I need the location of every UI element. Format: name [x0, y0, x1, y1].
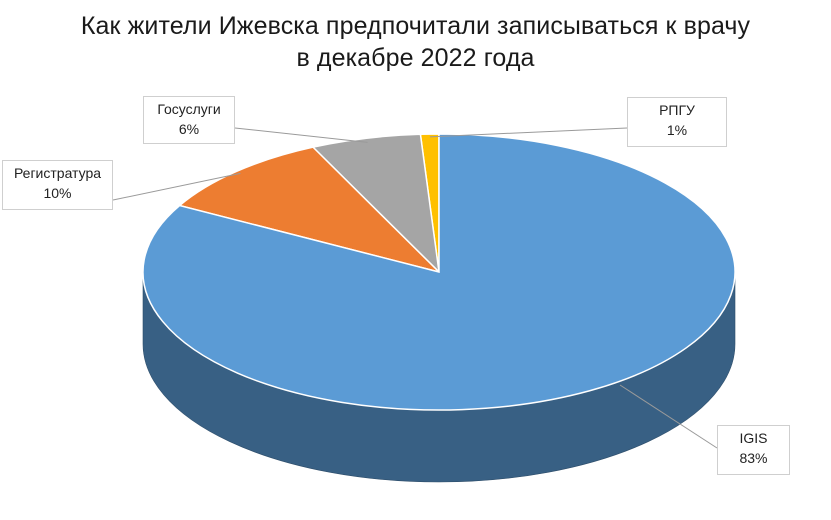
label-rpgu-name: РПГУ	[659, 102, 695, 118]
leader-line-3	[429, 127, 628, 138]
chart-title: Как жители Ижевска предпочитали записыва…	[80, 12, 751, 40]
label-gosuslugi-value: 6%	[178, 121, 200, 137]
leader-lines	[112, 127, 718, 449]
leader-line-1	[112, 172, 241, 201]
label-igis: IGIS 83%	[717, 425, 790, 475]
label-rpgu-value: 1%	[666, 122, 688, 138]
pie-top	[142, 133, 736, 411]
chart-subtitle: в декабре 2022 года	[296, 44, 535, 72]
pie-slice-0	[142, 133, 736, 411]
label-gosuslugi-name: Госуслуги	[157, 101, 221, 117]
label-gosuslugi: Госуслуги 6%	[143, 96, 235, 144]
label-registratura-value: 10%	[43, 185, 72, 201]
leader-line-0	[619, 384, 718, 449]
label-igis-name: IGIS	[739, 430, 768, 446]
pie-slice-1	[178, 146, 442, 274]
label-igis-value: 83%	[739, 450, 768, 466]
label-rpgu: РПГУ 1%	[627, 97, 727, 147]
label-registratura-name: Регистратура	[13, 165, 102, 181]
leader-line-2	[234, 127, 368, 143]
label-registratura: Регистратура 10%	[2, 160, 113, 210]
